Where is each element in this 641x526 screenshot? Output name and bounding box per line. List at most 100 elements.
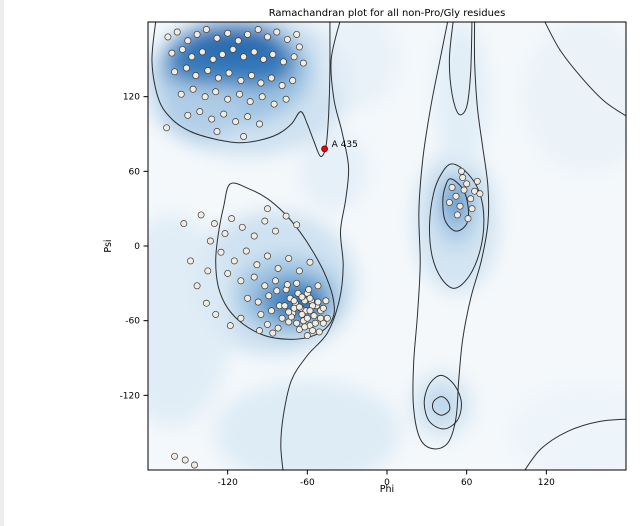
scatter-point [295,267,303,275]
scatter-point [257,310,265,318]
scatter-point [264,252,271,260]
scatter-point [173,28,181,36]
scatter-point [204,67,212,74]
scatter-point [310,312,318,320]
scatter-point [240,133,248,140]
scatter-point [265,292,273,300]
scatter-point [237,277,245,285]
scatter-point [236,90,244,98]
scatter-point [254,298,262,306]
scatter-point [306,307,314,315]
scatter-point [238,223,246,231]
scatter-point [264,205,271,213]
y-axis-ticks: -120 -60 0 60 120 [120,93,148,401]
y-tick-label: -120 [120,391,141,401]
scatter-point [209,55,217,63]
scatter-point [289,77,297,84]
scatter-point [299,59,307,67]
x-tick-label: 120 [538,478,555,488]
scatter-point [206,237,214,245]
scatter-point [290,297,298,305]
scatter-point [198,48,206,56]
scatter-point [184,111,192,119]
scatter-point [256,327,263,335]
x-tick-label: 0 [384,478,390,488]
scatter-point [232,118,240,126]
scatter-point [457,167,465,175]
scatter-point [268,307,275,315]
y-tick-label: 60 [129,167,141,177]
y-axis-label: Psi [103,239,114,252]
scatter-point [314,282,322,290]
scatter-point [306,294,314,302]
scatter-point [242,247,250,255]
scatter-point [210,220,218,228]
x-tick-label: -120 [217,478,238,488]
scatter-point [264,33,271,41]
y-tick-label: 0 [134,242,140,252]
scatter-point [256,120,263,128]
scatter-point [250,48,258,56]
scatter-point [193,282,201,290]
scatter-point [179,45,186,53]
scatter-point [181,456,189,464]
x-tick-label: -60 [300,478,315,488]
scatter-point [213,128,221,135]
y-tick-label: -60 [125,317,140,327]
scatter-point [237,314,245,322]
scatter-point [224,269,232,277]
contour-line [524,418,626,470]
scatter-point [234,37,242,45]
left-gutter [0,0,4,526]
scatter-point [319,304,327,312]
scatter-point [264,320,271,328]
scatter-point [260,55,267,63]
scatter-point [459,174,467,182]
scatter-point [269,50,277,58]
scatter-point [240,53,248,61]
scatter-point [225,69,233,77]
scatter-point [193,30,201,38]
contour-layer [151,22,626,470]
scatter-point [220,110,228,118]
scatter-point [285,308,293,316]
scatter-point [306,258,314,266]
scatter-point [460,186,468,194]
scatter-point [197,211,205,219]
scatter-point [246,98,254,106]
y-tick-label: 120 [123,93,140,103]
scatter-point [258,93,266,101]
scatter-point [283,35,291,43]
contour-line [448,22,473,116]
scatter-point [476,190,484,198]
scatter-point [257,79,265,87]
scatter-point [468,205,476,213]
scatter-point [217,248,225,256]
scatter-point [274,324,282,332]
scatter-point [453,211,461,219]
scatter-point [311,319,319,327]
scatter-point [184,37,192,45]
scatter-point [283,281,291,289]
scatter-point [204,267,212,275]
scatter-point [253,261,261,269]
residue-points [163,26,484,469]
scatter-point [202,299,210,307]
scatter-point [282,212,290,220]
scatter-point [250,232,258,240]
scatter-point [224,95,232,103]
scatter-point [293,319,301,327]
scatter-point [212,88,220,96]
scatter-point [298,293,306,301]
scatter-point [473,177,481,185]
scatter-point [214,74,222,82]
x-axis-ticks: -120 -60 0 60 120 [217,470,555,488]
scatter-point [244,113,252,121]
scatter-point [273,287,281,295]
scatter-point [191,461,198,469]
scatter-point [272,277,279,285]
scatter-point [164,33,172,41]
scatter-point [187,257,194,265]
scatter-point [228,215,236,223]
